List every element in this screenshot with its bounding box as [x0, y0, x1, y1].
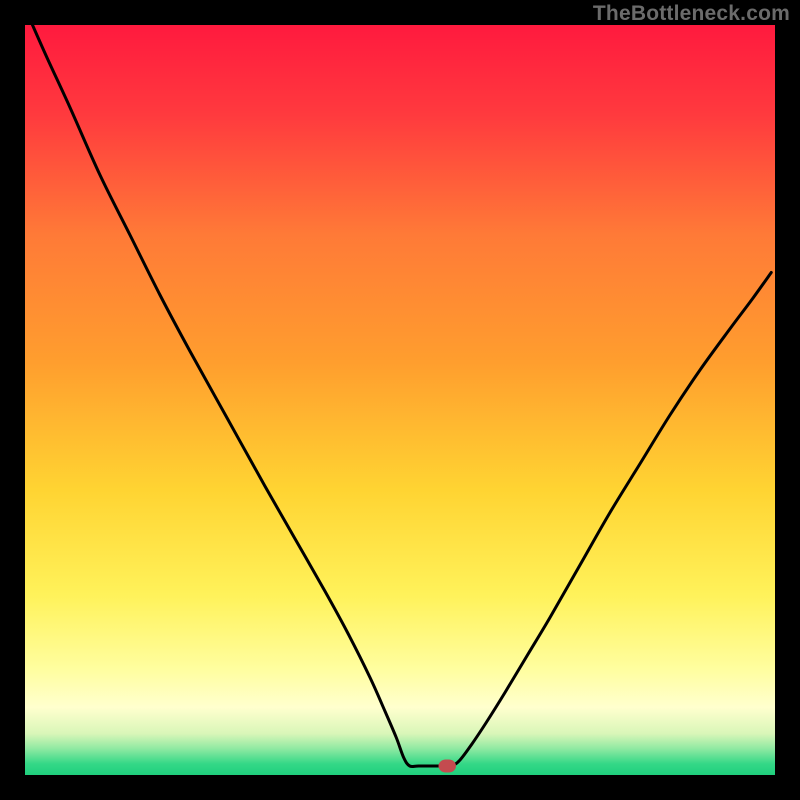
plot-area: [25, 25, 775, 775]
chart-frame: TheBottleneck.com: [0, 0, 800, 800]
min-marker: [439, 760, 456, 772]
watermark-text: TheBottleneck.com: [593, 2, 790, 26]
gradient-background: [25, 25, 775, 775]
bottleneck-chart: [25, 25, 775, 775]
